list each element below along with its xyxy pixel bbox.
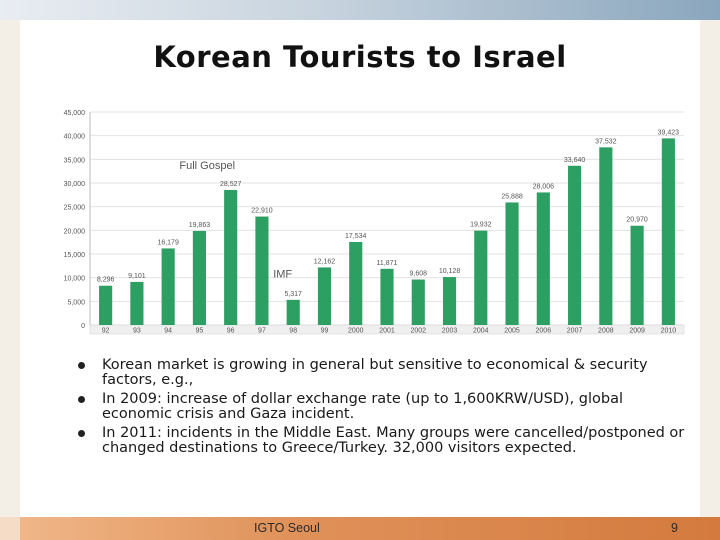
y-tick-label: 10,000 <box>64 276 86 283</box>
data-label: 28,006 <box>533 183 555 190</box>
bar <box>568 165 582 325</box>
data-label: 8,296 <box>97 277 115 284</box>
x-tick-label: 92 <box>102 328 110 335</box>
bar <box>442 277 457 325</box>
data-label: 16,179 <box>157 239 179 246</box>
y-tick-label: 15,000 <box>64 252 86 259</box>
data-label: 10,128 <box>439 268 461 275</box>
data-label: 25,888 <box>501 193 523 200</box>
y-tick-label: 5,000 <box>67 299 85 306</box>
y-tick-label: 35,000 <box>64 157 86 164</box>
data-label: 5,317 <box>284 291 302 298</box>
data-label: 20,970 <box>626 217 648 224</box>
x-tick-label: 94 <box>164 328 172 335</box>
bullet-text: In 2009: increase of dollar exchange rat… <box>102 391 624 422</box>
bullet-list: Korean market is growing in general but … <box>78 358 688 460</box>
bullet-item: In 2011: incidents in the Middle East. M… <box>78 426 688 456</box>
x-tick-label: 2000 <box>348 328 364 335</box>
x-tick-label: 2002 <box>410 328 426 335</box>
x-tick-label: 98 <box>289 328 297 335</box>
x-tick-label: 2010 <box>661 328 677 335</box>
x-tick-label: 2006 <box>536 328 552 335</box>
bar <box>192 230 206 325</box>
x-tick-label: 95 <box>196 328 204 335</box>
y-tick-label: 20,000 <box>64 228 86 235</box>
data-label: 28,527 <box>220 181 242 188</box>
top-decor-band <box>0 0 720 20</box>
y-tick-label: 40,000 <box>64 134 86 141</box>
x-tick-label: 93 <box>133 328 141 335</box>
data-label: 33,640 <box>564 157 586 164</box>
x-tick-label: 2008 <box>598 328 614 335</box>
bar-chart: 0 5,000 10,000 15,000 20,000 25,000 30,000 35,0… <box>64 110 685 335</box>
bar <box>349 242 363 325</box>
y-tick-label: 25,000 <box>64 205 86 212</box>
bullet-text: Korean market is growing in general but … <box>102 357 648 388</box>
bar <box>536 192 550 325</box>
bar <box>661 138 675 325</box>
bar <box>599 147 613 325</box>
data-label: 9,608 <box>409 271 427 278</box>
x-tick-label: 2005 <box>504 328 520 335</box>
bar <box>474 230 488 325</box>
left-decor-strip <box>0 20 20 517</box>
footer-text: IGTO Seoul <box>254 521 320 535</box>
x-tick-label: 2007 <box>567 328 583 335</box>
x-tick-label: 97 <box>258 328 266 335</box>
y-tick-label: 0 <box>81 323 85 330</box>
data-label: 19,863 <box>189 222 211 229</box>
bar <box>255 216 269 325</box>
bullet-icon <box>78 362 85 369</box>
bullet-icon <box>78 396 85 403</box>
bar <box>380 268 394 325</box>
x-tick-label: 2001 <box>379 328 395 335</box>
chart-annotation: IMF <box>273 269 292 281</box>
bullet-text: In 2011: incidents in the Middle East. M… <box>102 425 685 456</box>
x-tick-label: 2004 <box>473 328 489 335</box>
footer-left-decor <box>0 517 20 540</box>
bullet-item: Korean market is growing in general but … <box>78 358 688 388</box>
bullet-icon <box>78 430 85 437</box>
bar <box>99 285 113 325</box>
bar <box>286 299 300 325</box>
x-tick-label: 2009 <box>629 328 645 335</box>
right-decor-strip <box>700 20 720 517</box>
slide-title: Korean Tourists to Israel <box>153 40 567 74</box>
page-number: 9 <box>671 521 678 535</box>
bar <box>224 189 238 325</box>
chart-container: 0 5,000 10,000 15,000 20,000 25,000 30,000 35,0… <box>60 100 690 345</box>
footer-bar: IGTO Seoul 9 <box>0 517 720 540</box>
bar <box>130 281 144 325</box>
data-label: 11,871 <box>377 260 398 267</box>
bar <box>317 267 332 325</box>
bar <box>411 279 425 325</box>
data-label: 37,532 <box>595 138 617 145</box>
data-label: 9,101 <box>128 273 146 280</box>
y-tick-label: 45,000 <box>64 110 86 117</box>
x-tick-label: 99 <box>321 328 329 335</box>
chart-annotation: Full Gospel <box>179 160 235 172</box>
x-tick-label: 96 <box>227 328 235 335</box>
data-label: 12,162 <box>314 258 336 265</box>
bullet-item: In 2009: increase of dollar exchange rat… <box>78 392 688 422</box>
bar <box>505 202 519 325</box>
bar <box>630 225 644 325</box>
y-tick-label: 30,000 <box>64 181 86 188</box>
data-label: 19,932 <box>470 222 492 229</box>
data-label: 22,910 <box>251 208 273 215</box>
bar <box>161 248 175 325</box>
x-tick-label: 2003 <box>442 328 458 335</box>
data-label: 39,423 <box>658 129 680 136</box>
data-label: 17,534 <box>345 233 367 240</box>
